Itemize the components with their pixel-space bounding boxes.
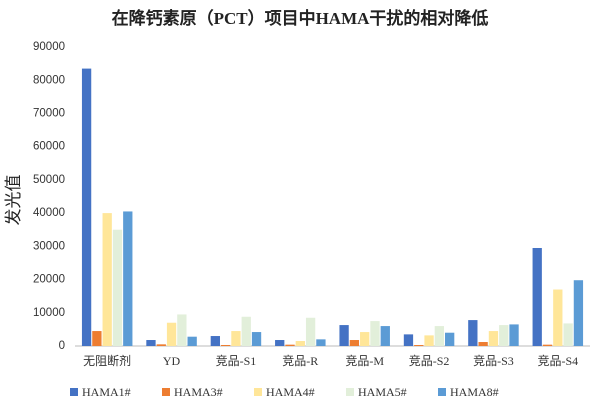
bar xyxy=(275,340,285,346)
x-tick-label: 竞品-R xyxy=(282,354,318,368)
bar xyxy=(123,211,133,346)
bar xyxy=(241,316,251,346)
bar xyxy=(488,331,499,346)
y-axis-label: 发光值 xyxy=(4,175,23,226)
y-tick-label: 50000 xyxy=(33,174,65,186)
bar xyxy=(92,331,102,346)
bar xyxy=(468,320,478,346)
x-tick-label: 竞品-S4 xyxy=(537,354,578,368)
y-tick-label: 10000 xyxy=(33,307,65,319)
y-tick-label: 80000 xyxy=(33,74,65,86)
bar xyxy=(102,213,112,346)
x-tick-label: YD xyxy=(163,354,181,368)
bar xyxy=(478,342,488,346)
x-tick-label: 竞品-S2 xyxy=(409,354,450,368)
bar xyxy=(414,345,424,346)
bar xyxy=(285,344,295,346)
bar xyxy=(563,323,573,346)
bar xyxy=(403,334,414,346)
bar xyxy=(251,332,262,346)
legend-swatch xyxy=(70,388,78,396)
legend-label: HAMA4# xyxy=(266,385,315,399)
x-tick-label: 竞品-M xyxy=(345,354,384,368)
legend-swatch xyxy=(438,388,446,396)
bar xyxy=(177,314,187,346)
bar xyxy=(445,332,455,346)
bar xyxy=(499,325,509,346)
y-tick-label: 30000 xyxy=(33,240,65,252)
x-tick-label: 竞品-S1 xyxy=(216,354,257,368)
bar xyxy=(187,336,197,346)
y-tick-label: 60000 xyxy=(33,141,65,153)
y-tick-label: 70000 xyxy=(33,107,65,119)
bar xyxy=(349,340,360,346)
bar xyxy=(166,322,177,346)
legend-swatch xyxy=(162,388,170,396)
bar xyxy=(146,340,156,346)
chart-title: 在降钙素原（PCT）项目中HAMA干扰的相对降低 xyxy=(112,8,489,28)
bar xyxy=(573,280,584,346)
x-tick-label: 无阻断剂 xyxy=(83,353,131,368)
bar xyxy=(231,331,241,346)
bar xyxy=(380,326,390,346)
bar xyxy=(305,317,316,346)
bar xyxy=(112,229,123,346)
bar xyxy=(553,289,563,346)
legend-label: HAMA3# xyxy=(174,385,223,399)
bar xyxy=(424,335,434,346)
bar xyxy=(156,344,166,346)
bar xyxy=(295,341,305,346)
legend-label: HAMA1# xyxy=(82,385,131,399)
y-tick-label: 90000 xyxy=(33,41,65,53)
legend-swatch xyxy=(254,388,262,396)
y-tick-label: 20000 xyxy=(33,274,65,286)
y-tick-label: 0 xyxy=(59,340,65,352)
legend-swatch xyxy=(346,388,354,396)
y-tick-label: 40000 xyxy=(33,207,65,219)
legend-label: HAMA8# xyxy=(450,385,499,399)
bar xyxy=(220,345,231,346)
x-tick-label: 竞品-S3 xyxy=(473,354,514,368)
bar xyxy=(370,321,380,346)
bar xyxy=(316,339,326,346)
bar xyxy=(210,336,220,346)
bar xyxy=(542,344,553,346)
bar xyxy=(360,332,370,346)
bar xyxy=(339,325,349,346)
bar xyxy=(81,68,92,346)
bar xyxy=(509,324,519,346)
legend-label: HAMA5# xyxy=(358,385,407,399)
bar xyxy=(532,247,542,346)
bar xyxy=(434,326,445,346)
